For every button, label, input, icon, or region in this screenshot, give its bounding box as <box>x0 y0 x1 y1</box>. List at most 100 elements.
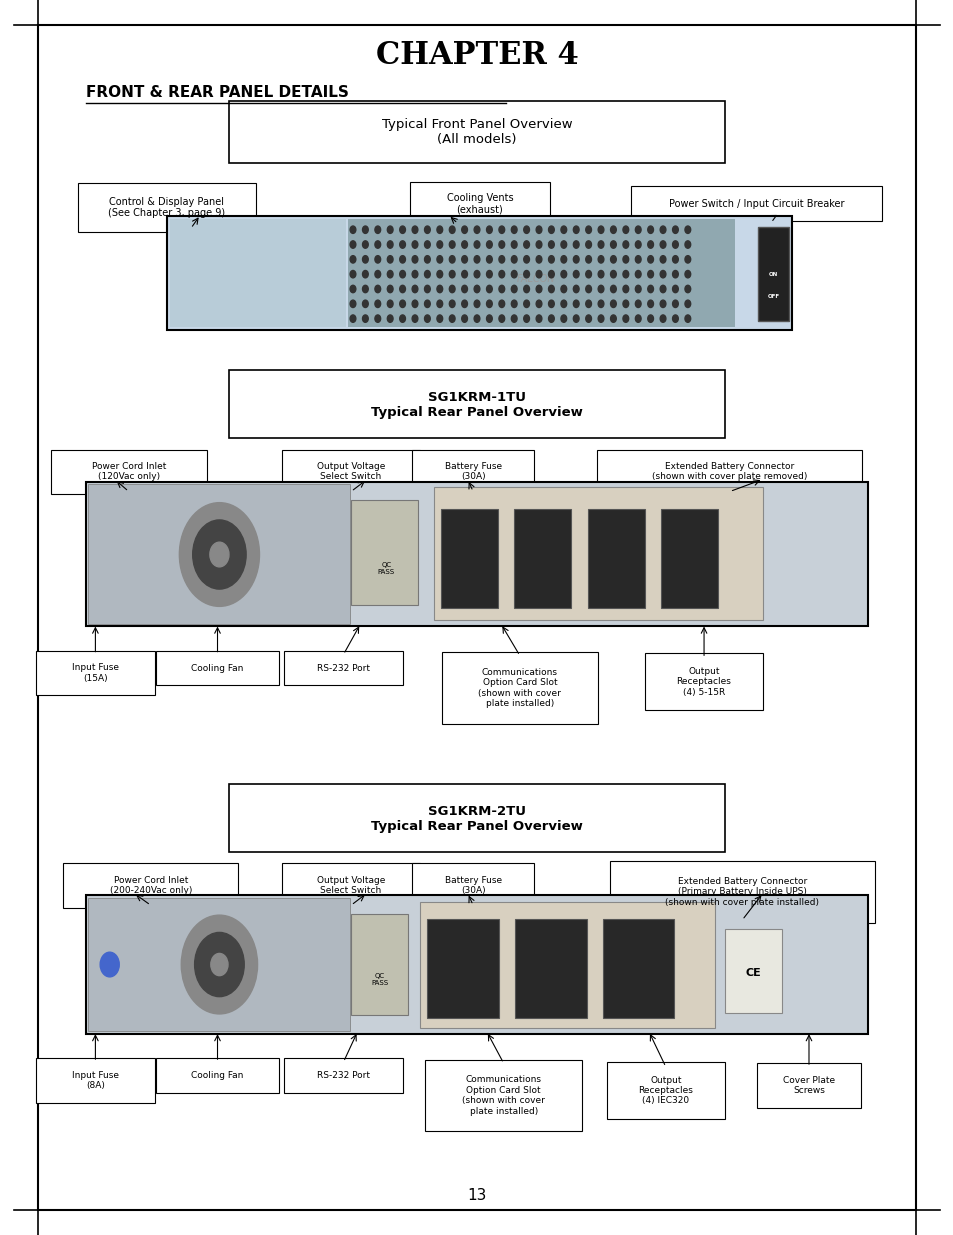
Circle shape <box>461 270 467 278</box>
Circle shape <box>498 241 504 248</box>
Circle shape <box>536 226 541 233</box>
Circle shape <box>211 953 228 976</box>
Text: Output
Receptacles
(4) IEC320: Output Receptacles (4) IEC320 <box>638 1076 693 1105</box>
Circle shape <box>474 226 479 233</box>
Circle shape <box>672 241 678 248</box>
Circle shape <box>560 241 566 248</box>
FancyBboxPatch shape <box>156 651 278 685</box>
Circle shape <box>436 256 442 263</box>
Circle shape <box>412 315 417 322</box>
Circle shape <box>412 270 417 278</box>
Circle shape <box>511 315 517 322</box>
Circle shape <box>585 285 591 293</box>
Circle shape <box>622 300 628 308</box>
Circle shape <box>387 300 393 308</box>
Circle shape <box>436 226 442 233</box>
Circle shape <box>647 300 653 308</box>
Circle shape <box>387 285 393 293</box>
Circle shape <box>647 270 653 278</box>
FancyBboxPatch shape <box>515 919 586 1018</box>
Circle shape <box>412 226 417 233</box>
Circle shape <box>622 270 628 278</box>
Circle shape <box>598 256 603 263</box>
Circle shape <box>573 270 578 278</box>
Circle shape <box>659 285 665 293</box>
FancyBboxPatch shape <box>440 509 497 608</box>
Circle shape <box>461 300 467 308</box>
Circle shape <box>560 270 566 278</box>
Circle shape <box>573 226 578 233</box>
Circle shape <box>424 256 430 263</box>
Circle shape <box>659 226 665 233</box>
FancyBboxPatch shape <box>644 653 762 710</box>
Circle shape <box>548 285 554 293</box>
Circle shape <box>486 270 492 278</box>
Circle shape <box>399 285 405 293</box>
Circle shape <box>610 226 616 233</box>
Circle shape <box>647 256 653 263</box>
FancyBboxPatch shape <box>514 509 571 608</box>
FancyBboxPatch shape <box>78 184 255 232</box>
Text: Battery Fuse
(30A): Battery Fuse (30A) <box>444 876 501 895</box>
Circle shape <box>622 241 628 248</box>
Circle shape <box>548 226 554 233</box>
Circle shape <box>486 241 492 248</box>
FancyBboxPatch shape <box>63 863 238 908</box>
Text: Output Voltage
Select Switch: Output Voltage Select Switch <box>316 876 385 895</box>
Circle shape <box>684 256 690 263</box>
Circle shape <box>436 315 442 322</box>
Circle shape <box>350 241 355 248</box>
Circle shape <box>610 285 616 293</box>
Circle shape <box>585 270 591 278</box>
Circle shape <box>585 256 591 263</box>
Circle shape <box>424 241 430 248</box>
Text: CHAPTER 4: CHAPTER 4 <box>375 40 578 72</box>
Circle shape <box>622 285 628 293</box>
Text: Cooling Vents
(exhaust): Cooling Vents (exhaust) <box>446 193 513 215</box>
Circle shape <box>350 270 355 278</box>
Circle shape <box>181 915 257 1014</box>
Circle shape <box>375 256 380 263</box>
Circle shape <box>548 256 554 263</box>
Text: Typical Front Panel Overview
(All models): Typical Front Panel Overview (All models… <box>381 119 572 146</box>
Circle shape <box>436 270 442 278</box>
Circle shape <box>436 241 442 248</box>
Circle shape <box>659 315 665 322</box>
Circle shape <box>362 285 368 293</box>
Circle shape <box>672 270 678 278</box>
Circle shape <box>498 285 504 293</box>
FancyBboxPatch shape <box>412 863 534 908</box>
FancyBboxPatch shape <box>606 1062 724 1119</box>
Circle shape <box>610 315 616 322</box>
Circle shape <box>461 315 467 322</box>
Circle shape <box>449 241 455 248</box>
FancyBboxPatch shape <box>434 487 762 620</box>
FancyBboxPatch shape <box>86 895 867 1034</box>
Circle shape <box>461 256 467 263</box>
Circle shape <box>474 285 479 293</box>
Circle shape <box>350 285 355 293</box>
Circle shape <box>672 315 678 322</box>
Circle shape <box>424 270 430 278</box>
Circle shape <box>461 285 467 293</box>
Circle shape <box>536 241 541 248</box>
Circle shape <box>461 241 467 248</box>
Circle shape <box>193 520 246 589</box>
Circle shape <box>486 226 492 233</box>
Text: Cooling Fan: Cooling Fan <box>192 1071 243 1081</box>
Circle shape <box>511 241 517 248</box>
Circle shape <box>647 315 653 322</box>
Circle shape <box>387 226 393 233</box>
FancyBboxPatch shape <box>284 651 402 685</box>
FancyBboxPatch shape <box>351 500 417 605</box>
Circle shape <box>350 256 355 263</box>
Circle shape <box>210 542 229 567</box>
Circle shape <box>436 285 442 293</box>
Circle shape <box>548 241 554 248</box>
Circle shape <box>474 241 479 248</box>
FancyBboxPatch shape <box>282 450 419 494</box>
FancyBboxPatch shape <box>597 450 862 494</box>
Circle shape <box>523 241 529 248</box>
Circle shape <box>610 270 616 278</box>
Circle shape <box>573 315 578 322</box>
